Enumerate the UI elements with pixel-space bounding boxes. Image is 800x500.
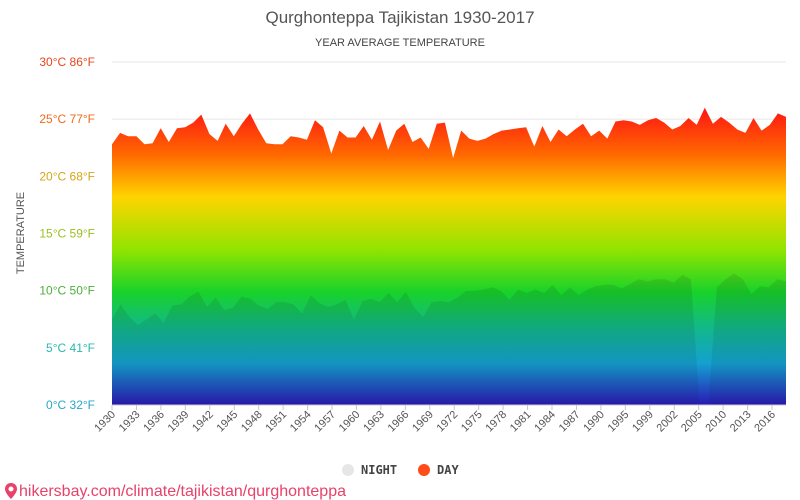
x-tick-label: 1999 bbox=[630, 409, 656, 435]
legend-day-label: DAY bbox=[437, 463, 459, 477]
y-tick-label: 20°C 68°F bbox=[39, 169, 95, 183]
x-tick-label: 1987 bbox=[557, 409, 583, 435]
legend: NIGHT DAY bbox=[342, 463, 459, 477]
legend-day-marker bbox=[418, 464, 430, 476]
x-tick-label: 1984 bbox=[532, 409, 558, 435]
x-tick-label: 1966 bbox=[386, 409, 412, 435]
x-tick-label: 1954 bbox=[288, 409, 314, 435]
x-tick-label: 1995 bbox=[606, 409, 632, 435]
plot-areas bbox=[112, 107, 786, 405]
chart-subtitle: YEAR AVERAGE TEMPERATURE bbox=[315, 37, 485, 49]
y-axis-ticks: 0°C 32°F 5°C 41°F 10°C 50°F 15°C 59°F 20°C 6… bbox=[39, 55, 95, 412]
x-tick-label: 1972 bbox=[435, 409, 461, 435]
x-tick-label: 1969 bbox=[410, 409, 436, 435]
legend-night-label: NIGHT bbox=[361, 463, 397, 477]
y-tick-label: 15°C 59°F bbox=[39, 227, 95, 241]
x-tick-label: 1951 bbox=[263, 409, 289, 435]
location-pin-icon bbox=[5, 483, 17, 499]
x-tick-label: 2002 bbox=[655, 409, 681, 435]
legend-night-marker bbox=[342, 464, 354, 476]
legend-item-night[interactable]: NIGHT bbox=[342, 463, 397, 477]
footer-url: hikersbay.com/climate/tajikistan/qurghon… bbox=[19, 483, 346, 500]
legend-item-day[interactable]: DAY bbox=[418, 463, 459, 477]
x-tick-label: 1942 bbox=[190, 409, 216, 435]
x-tick-label: 1930 bbox=[92, 409, 118, 435]
x-tick-label: 1975 bbox=[459, 409, 485, 435]
x-tick-label: 1939 bbox=[166, 409, 192, 435]
y-tick-label: 5°C 41°F bbox=[46, 341, 95, 355]
chart-title: Qurghonteppa Tajikistan 1930-2017 bbox=[265, 8, 534, 27]
x-tick-label: 1945 bbox=[215, 409, 241, 435]
footer-link[interactable]: hikersbay.com/climate/tajikistan/qurghon… bbox=[5, 483, 346, 500]
x-tick-label: 1990 bbox=[581, 409, 607, 435]
x-tick-label: 1936 bbox=[141, 409, 167, 435]
x-tick-label: 1963 bbox=[361, 409, 387, 435]
x-tick-label: 1981 bbox=[508, 409, 534, 435]
y-axis-label: TEMPERATURE bbox=[15, 192, 27, 274]
y-tick-label: 10°C 50°F bbox=[39, 284, 95, 298]
x-tick-label: 1933 bbox=[117, 409, 143, 435]
y-tick-label: 25°C 77°F bbox=[39, 112, 95, 126]
x-tick-label: 1960 bbox=[337, 409, 363, 435]
x-tick-label: 2013 bbox=[728, 409, 754, 435]
y-tick-label: 0°C 32°F bbox=[46, 398, 95, 412]
x-tick-label: 2016 bbox=[752, 409, 778, 435]
x-tick-label: 1978 bbox=[483, 409, 509, 435]
x-axis-ticks: 1930193319361939194219451948195119541957… bbox=[92, 405, 778, 434]
x-tick-label: 1948 bbox=[239, 409, 265, 435]
x-tick-label: 2005 bbox=[679, 409, 705, 435]
series-night-area bbox=[112, 273, 786, 405]
y-tick-label: 30°C 86°F bbox=[39, 55, 95, 69]
x-tick-label: 2010 bbox=[703, 409, 729, 435]
x-tick-label: 1957 bbox=[312, 409, 338, 435]
